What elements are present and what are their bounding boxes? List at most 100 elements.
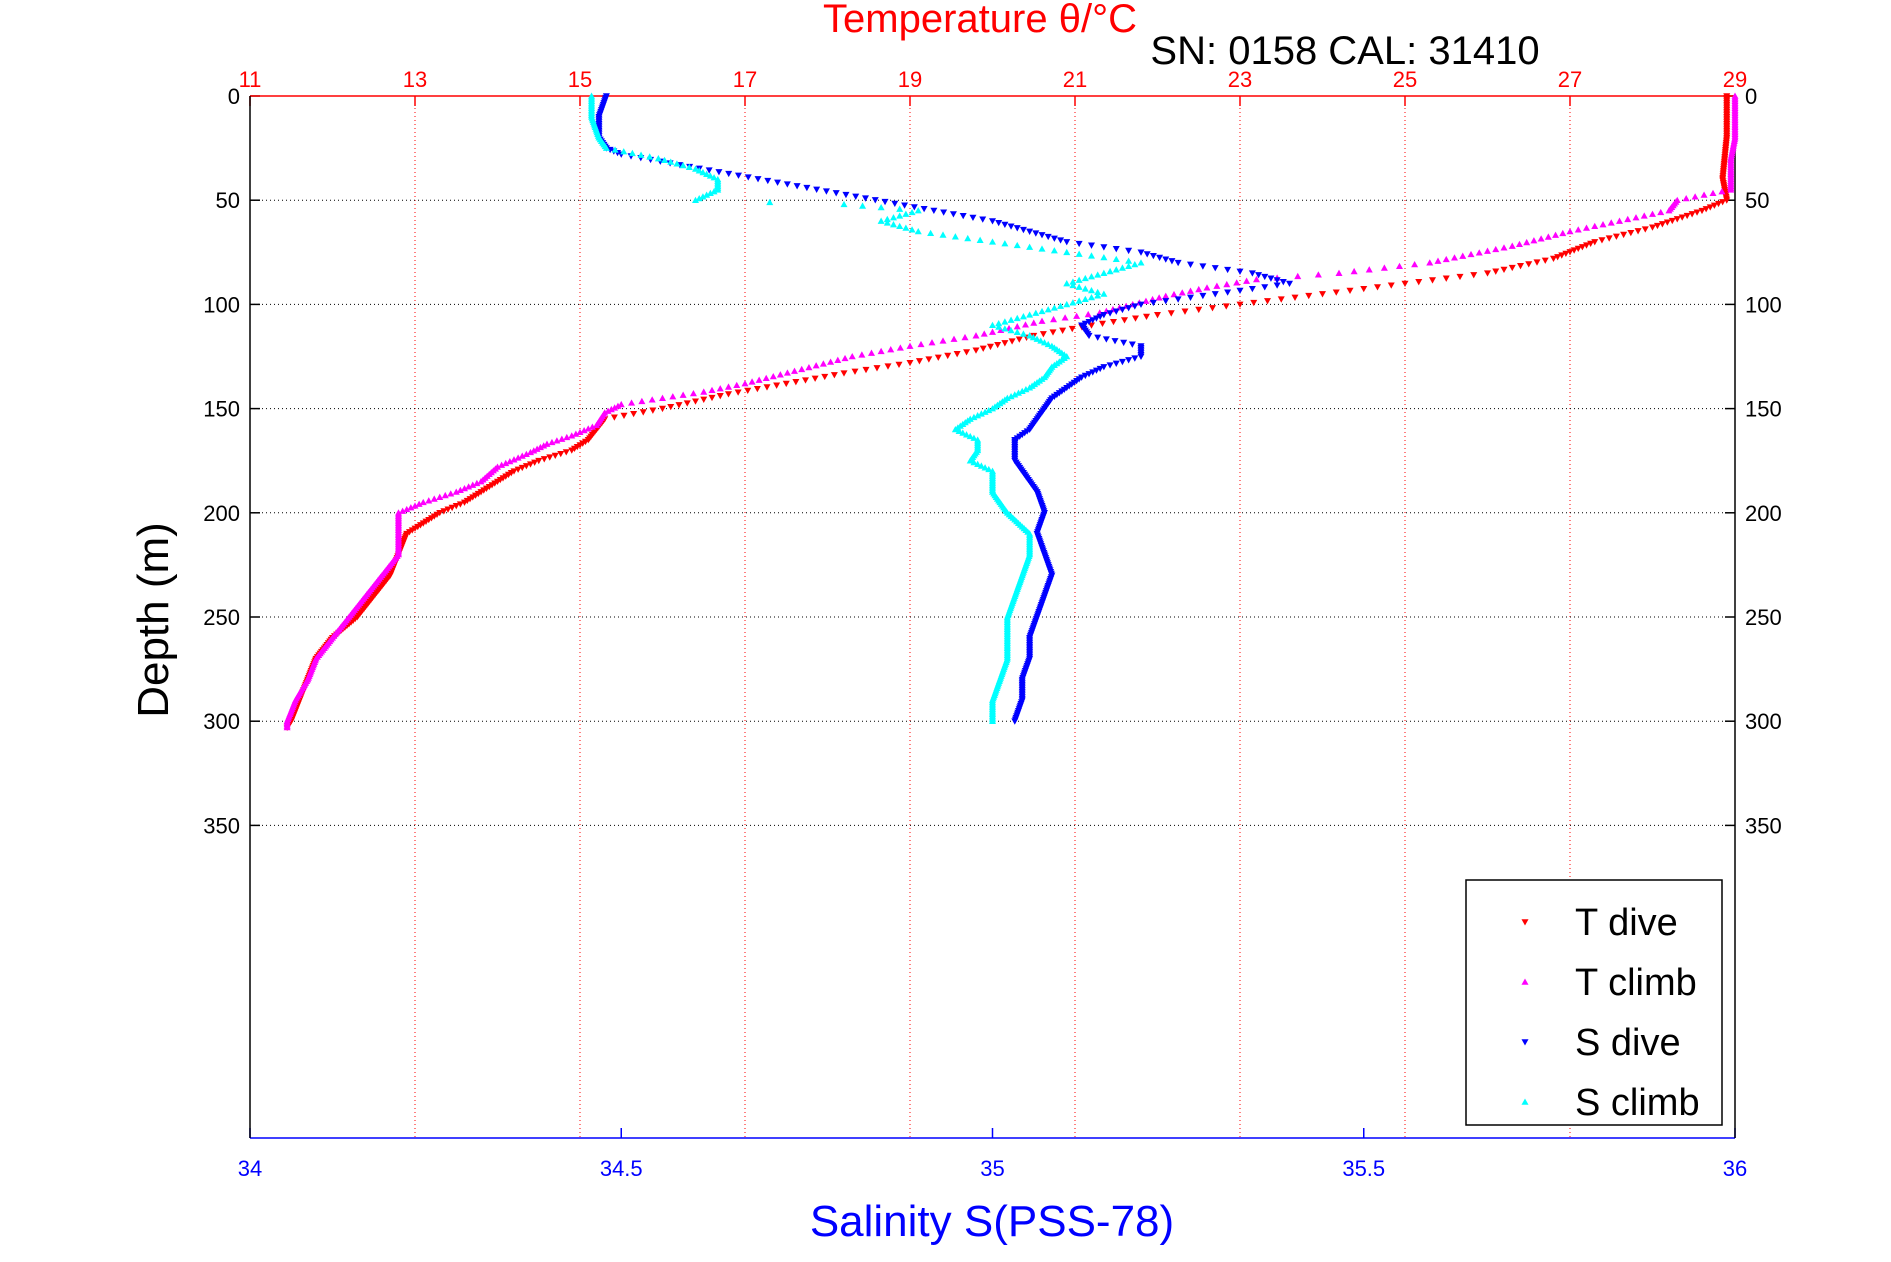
t-climb-point (1243, 277, 1251, 284)
t-climb-point (798, 365, 806, 373)
t-dive-point (499, 475, 507, 482)
s-climb-point (1094, 292, 1102, 299)
s-dive-point (1273, 277, 1281, 284)
s-dive-point (734, 172, 742, 179)
temperature-axis-title: Temperature θ/°C (823, 0, 1137, 41)
t-dive-point (494, 478, 501, 486)
s-dive-point (1236, 287, 1244, 295)
t-dive-point (782, 380, 790, 388)
t-climb-point (1682, 194, 1690, 202)
s-dive-point (1143, 251, 1151, 258)
t-climb-point (558, 435, 566, 442)
t-climb-point (506, 457, 514, 465)
t-climb-point (1365, 266, 1373, 273)
s-climb-point (679, 161, 687, 169)
t-dive-point (1668, 217, 1676, 225)
s-climb-point (1001, 325, 1009, 332)
s-climb-point (989, 238, 996, 245)
t-dive-point (1492, 268, 1500, 275)
t-climb-point (1632, 214, 1640, 221)
t-climb-point (725, 383, 732, 390)
s-dive-point (1137, 249, 1145, 256)
s-climb-point (685, 163, 693, 171)
s-dive-point (1038, 232, 1046, 239)
s-climb-point (1125, 257, 1133, 264)
t-climb-point (827, 358, 835, 365)
s-climb-point (977, 410, 985, 417)
s-climb-point (902, 224, 910, 231)
s-climb-point (1026, 332, 1034, 339)
t-climb-point (917, 340, 925, 348)
depth-tick-label: 100 (203, 292, 240, 317)
s-climb-point (699, 168, 707, 176)
t-climb-point (1050, 315, 1058, 323)
t-climb-point (1500, 244, 1508, 251)
salinity-tick-label: 35 (980, 1156, 1004, 1181)
t-dive-point (944, 352, 952, 360)
t-climb-point (527, 448, 534, 456)
t-climb-point (456, 486, 464, 494)
s-dive-point (1085, 332, 1093, 340)
s-dive-point (1106, 310, 1114, 317)
s-climb-point (1032, 309, 1040, 316)
s-climb-point (602, 144, 610, 151)
t-dive-point (792, 379, 800, 386)
t-dive-point (463, 497, 471, 505)
t-dive-point (584, 437, 592, 444)
t-dive-point (1059, 327, 1067, 334)
s-climb-point (1038, 245, 1046, 252)
t-dive-point (1620, 231, 1628, 239)
s-dive-point (1111, 338, 1119, 345)
t-dive-point (576, 442, 584, 449)
t-climb-point (1559, 229, 1567, 237)
t-climb-point (548, 438, 556, 446)
s-climb-point (1019, 313, 1027, 320)
t-dive-point (1663, 219, 1671, 226)
t-dive-point (1719, 199, 1727, 206)
s-dive-point (1125, 305, 1133, 312)
s-dive-point (995, 219, 1003, 227)
t-dive-point (1587, 240, 1595, 248)
t-dive-point (522, 463, 530, 470)
depth-tick-label: 350 (203, 813, 240, 838)
s-climb-point (1094, 288, 1102, 296)
t-climb-point (708, 386, 716, 394)
t-dive-point (425, 516, 433, 524)
t-climb-point (1335, 269, 1343, 276)
t-dive-point (963, 349, 971, 356)
s-dive-point (940, 209, 948, 216)
s-climb-point (1069, 299, 1077, 306)
depth-tick-label: 250 (1745, 605, 1782, 630)
s-dive-point (1106, 362, 1114, 369)
s-climb-point (1069, 278, 1077, 285)
legend-item: T climb (1521, 962, 1697, 1004)
t-climb-point (563, 433, 571, 441)
s-climb-point (970, 413, 978, 421)
temperature-tick-label: 11 (239, 67, 262, 92)
s-climb-point (1131, 260, 1139, 268)
t-dive-point (1121, 317, 1128, 324)
t-dive-point (1500, 266, 1508, 273)
legend-marker (1521, 1039, 1529, 1046)
t-climb-point (1084, 310, 1092, 318)
serial-calibration-annotation: SN: 0158 CAL: 31410 (1150, 29, 1539, 73)
s-climb-point (1075, 276, 1083, 283)
s-climb-point (661, 156, 669, 164)
t-climb-point (1508, 242, 1516, 249)
s-dive-point (1149, 299, 1157, 307)
t-dive-point (630, 411, 638, 418)
depth-tick-label: 200 (203, 501, 240, 526)
t-dive-point (514, 466, 522, 473)
t-climb-point (1599, 221, 1607, 228)
s-climb-point (1029, 333, 1037, 341)
s-dive-point (1100, 244, 1108, 251)
s-climb-point (966, 457, 974, 464)
s-climb-point (646, 153, 654, 160)
s-climb-point (896, 222, 904, 230)
depth-tick-label: 0 (228, 84, 240, 109)
t-climb-point (939, 337, 947, 344)
t-climb-point (748, 378, 756, 385)
s-climb-point (1011, 391, 1019, 398)
t-dive-point (1641, 226, 1649, 233)
s-dive-point (852, 193, 860, 200)
